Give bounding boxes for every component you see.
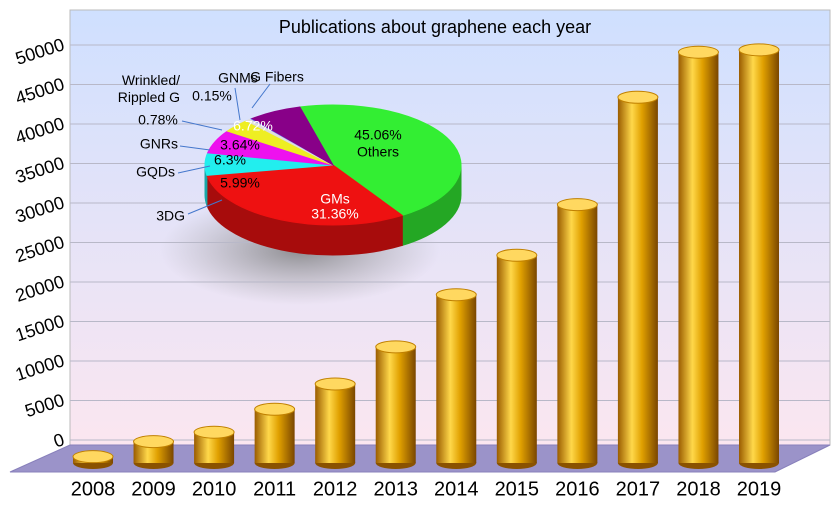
pie-slice xyxy=(250,106,335,167)
bar-cap xyxy=(617,90,659,104)
bar xyxy=(315,384,356,463)
bar-cap xyxy=(496,248,538,262)
pie-label: 3DG xyxy=(156,208,185,224)
x-tick-label: 2012 xyxy=(313,478,358,500)
x-tick-label: 2016 xyxy=(555,478,600,500)
pie-label: GNMs xyxy=(218,70,258,86)
pie-value-label: 0.78% xyxy=(138,112,178,128)
leader-line xyxy=(181,120,223,131)
bar xyxy=(678,52,719,463)
x-tick-label: 2009 xyxy=(131,478,176,500)
leader-line xyxy=(251,83,271,109)
leader-line xyxy=(177,165,211,174)
bar-cap xyxy=(375,340,417,354)
bar-cap xyxy=(72,450,114,464)
pie-label: GNRs xyxy=(140,136,178,152)
bar xyxy=(436,294,477,463)
x-tick-label: 2015 xyxy=(495,478,540,500)
x-tick-label: 2010 xyxy=(192,478,237,500)
pie-value-label: 45.06% xyxy=(354,127,401,143)
leader-line xyxy=(234,87,241,121)
bar-cap xyxy=(738,43,780,57)
bar xyxy=(617,97,658,463)
x-tick-label: 2008 xyxy=(71,478,116,500)
x-tick-label: 2013 xyxy=(373,478,418,500)
pie-label: GQDs xyxy=(136,164,175,180)
bar-cap xyxy=(254,402,296,416)
pie-value-label: 3.64% xyxy=(220,137,260,153)
bar xyxy=(254,409,295,463)
pie-label: Wrinkled/ Rippled G xyxy=(117,72,180,105)
pie-label: Others xyxy=(357,144,399,160)
pie-label: G Fibers xyxy=(250,69,304,85)
x-tick-label: 2019 xyxy=(737,478,782,500)
x-tick-label: 2011 xyxy=(253,478,296,500)
x-tick-label: 2017 xyxy=(616,478,661,500)
pie-label: GMs xyxy=(320,191,350,207)
bar-cap xyxy=(193,425,235,439)
bar-cap xyxy=(677,45,719,59)
bar xyxy=(557,204,598,464)
pie-value-label: 6.72% xyxy=(233,118,273,134)
pie-value-label: 0.15% xyxy=(192,88,232,104)
chart-title: Publications about graphene each year xyxy=(279,17,591,37)
bar-cap xyxy=(133,435,175,449)
bar xyxy=(496,255,537,463)
bar-cap xyxy=(435,288,477,302)
bar-cap xyxy=(556,198,598,212)
x-tick-label: 2018 xyxy=(676,478,721,500)
leader-line xyxy=(179,145,211,151)
pie-value-label: 31.36% xyxy=(311,206,358,222)
pie-value-label: 6.3% xyxy=(214,152,246,168)
pie-slice xyxy=(206,164,404,226)
leader-line xyxy=(187,199,223,215)
x-tick-label: 2014 xyxy=(434,478,479,500)
pie-slice xyxy=(299,104,462,216)
bar xyxy=(375,346,416,463)
pie-value-label: 5.99% xyxy=(220,175,260,191)
bar xyxy=(739,49,779,464)
bar-cap xyxy=(314,377,356,391)
